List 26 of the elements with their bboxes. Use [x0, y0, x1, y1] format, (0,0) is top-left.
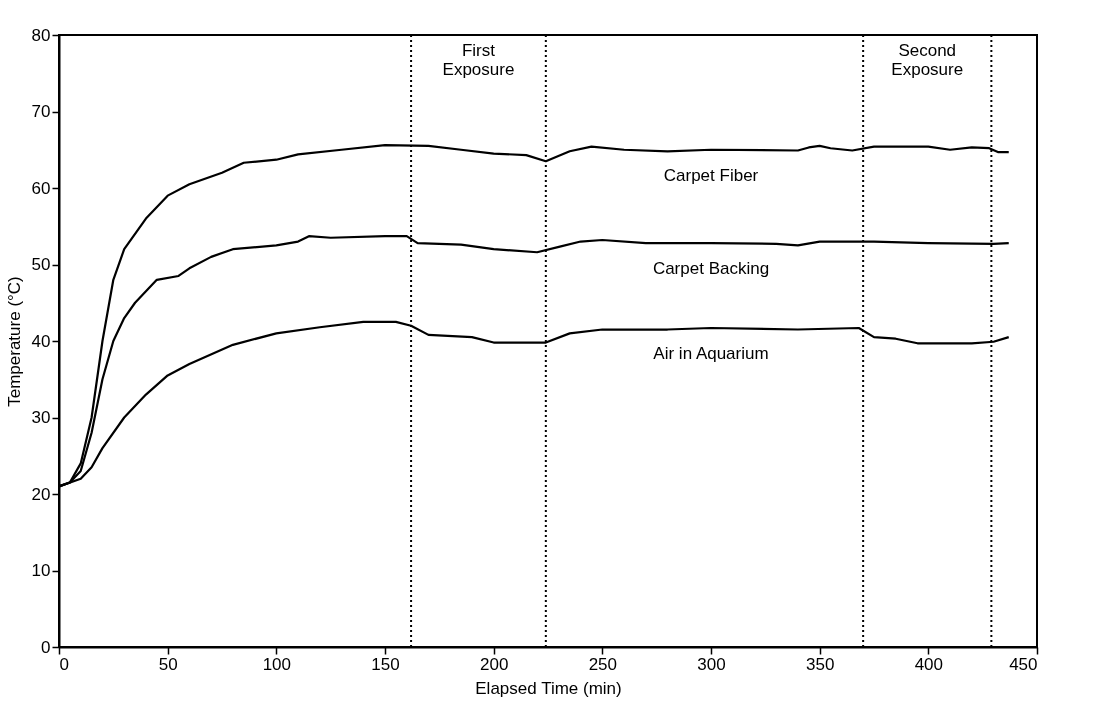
- x-tick-label: 350: [805, 654, 835, 674]
- series-label: Carpet Fiber: [663, 165, 759, 185]
- x-tick-label: 150: [371, 654, 400, 674]
- y-tick-label: 50: [31, 255, 51, 274]
- y-tick-label: 0: [41, 637, 51, 657]
- series-label: Air in Aquarium: [653, 343, 769, 363]
- x-tick-label: 450: [1009, 654, 1038, 674]
- y-tick-label: 30: [31, 408, 51, 427]
- x-tick-label: 0: [59, 654, 69, 674]
- x-tick-label: 250: [588, 654, 618, 674]
- y-axis-title: Temperature (°C): [4, 276, 24, 407]
- x-tick-label: 100: [262, 654, 292, 674]
- x-tick-label: 300: [697, 654, 726, 674]
- y-tick-label: 70: [31, 102, 51, 121]
- x-axis-title: Elapsed Time (min): [475, 678, 622, 698]
- annotation: Second Exposure: [891, 41, 964, 79]
- x-tick-label: 200: [479, 654, 509, 674]
- y-tick-label: 10: [31, 561, 51, 580]
- x-tick-label: 400: [914, 654, 944, 674]
- series-label: Carpet Backing: [652, 259, 770, 279]
- annotation: First Exposure: [442, 41, 515, 79]
- x-tick-label: 50: [158, 654, 178, 674]
- y-tick-label: 60: [31, 178, 51, 198]
- y-tick-label: 20: [31, 484, 51, 504]
- y-tick-label: 80: [31, 25, 51, 45]
- y-tick-label: 40: [31, 331, 51, 351]
